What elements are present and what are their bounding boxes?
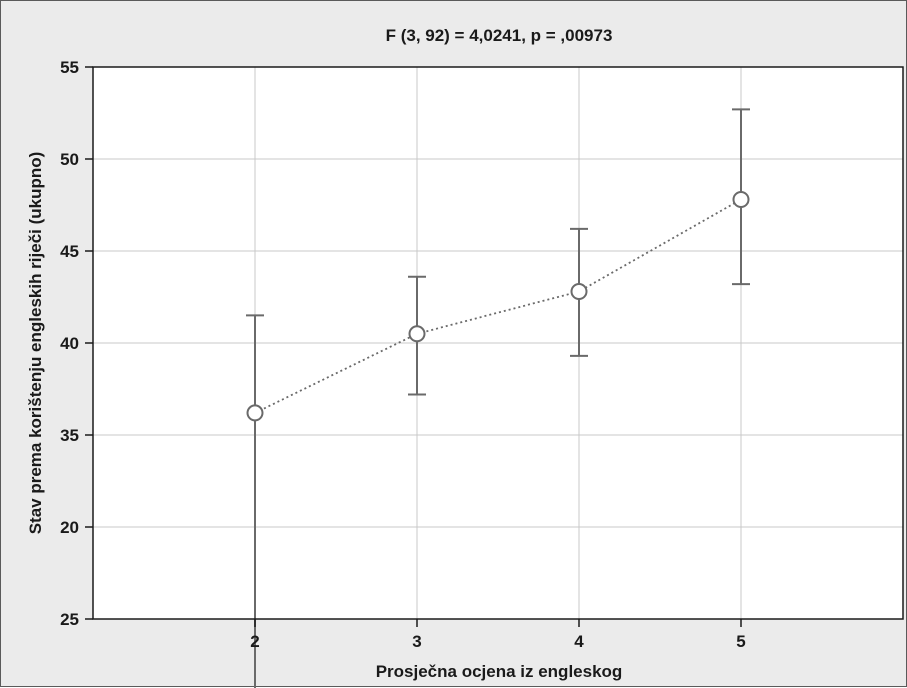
y-tick-label: 20: [60, 518, 79, 537]
data-point: [732, 190, 750, 208]
y-tick-label: 55: [60, 58, 79, 77]
x-tick-label: 5: [736, 632, 745, 651]
x-tick-label: 3: [412, 632, 421, 651]
chart-title: F (3, 92) = 4,0241, p = ,00973: [386, 26, 613, 45]
data-point: [408, 325, 426, 343]
x-tick-label: 2: [250, 632, 259, 651]
y-tick-label: 45: [60, 242, 79, 261]
y-tick-label: 25: [60, 610, 79, 629]
x-axis-label: Prosječna ocjena iz engleskog: [376, 662, 623, 681]
y-axis-label: Stav prema korištenju engleskih riječi (…: [26, 152, 45, 535]
y-tick-label: 35: [60, 426, 79, 445]
y-tick-label: 40: [60, 334, 79, 353]
y-tick-label: 50: [60, 150, 79, 169]
series-line: [254, 198, 742, 414]
data-point: [246, 404, 264, 422]
data-point: [570, 282, 588, 300]
series-layer: [246, 108, 750, 688]
x-tick-label: 4: [574, 632, 584, 651]
